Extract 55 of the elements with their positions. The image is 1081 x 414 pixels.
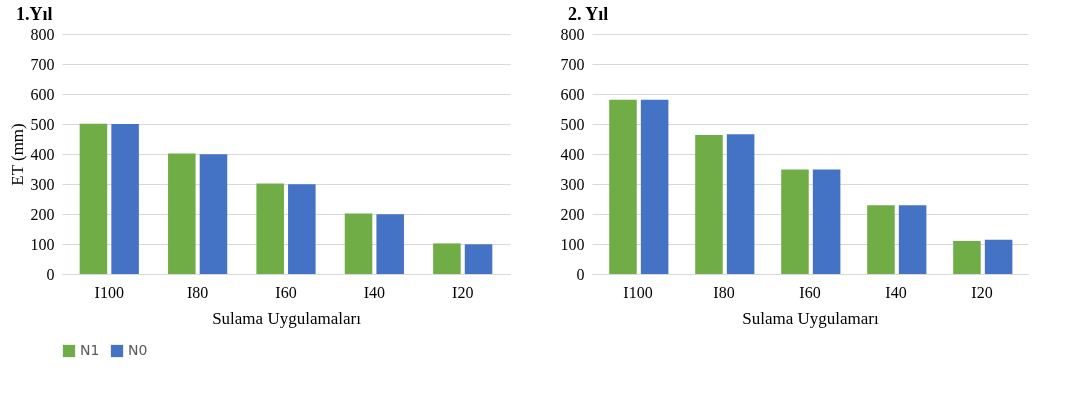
y-tick-label: 400 [30,145,55,163]
x-tick-label: I100 [623,283,653,301]
bar [376,214,404,274]
bar [781,169,809,274]
y-tick-label: 400 [560,145,585,163]
x-tick-label: I40 [885,283,907,301]
y-tick-label: 800 [560,25,585,43]
x-tick-label: I20 [452,283,474,301]
legend-label: N0 [128,342,148,358]
bar [812,169,841,274]
bar [79,123,108,274]
y-tick-label: 200 [30,205,55,223]
bar [288,184,316,274]
bar [168,153,196,274]
bar [640,99,669,274]
bar [867,205,895,274]
bar [695,135,723,274]
y-axis-title: ET (mm) [7,123,27,186]
x-tick-label: I40 [363,283,386,301]
bar [898,205,927,274]
x-axis-title: Sulama Uygulamarı [742,308,879,328]
x-tick-label: I80 [186,283,209,301]
y-tick-label: 300 [560,175,585,193]
bar [256,183,284,274]
y-tick-label: 700 [560,55,585,73]
y-tick-label: 500 [560,115,585,133]
y-tick-label: 500 [30,115,55,133]
x-tick-label: I100 [94,283,124,301]
y-tick-label: 300 [30,175,55,193]
bar [433,243,461,274]
y-tick-label: 600 [560,85,585,103]
x-tick-label: I80 [713,283,735,301]
bar [953,241,981,274]
y-tick-label: 700 [30,55,55,73]
y-tick-label: 0 [576,265,585,283]
x-tick-label: I20 [971,283,993,301]
legend-label: N1 [80,342,100,358]
x-tick-label: I60 [275,283,297,301]
chart-title: 2. Yıl [568,4,609,24]
bar [199,154,228,274]
bar [726,134,755,274]
x-axis-title: Sulama Uygulamaları [212,308,362,328]
y-tick-label: 600 [30,85,55,103]
y-tick-label: 100 [560,235,585,253]
chart-title: 1.Yıl [16,4,53,24]
bar [984,239,1013,274]
y-tick-label: 100 [30,235,55,253]
bar [464,244,493,274]
y-tick-label: 0 [46,265,55,283]
y-tick-label: 800 [30,25,55,43]
y-tick-label: 200 [560,205,585,223]
bar [609,99,637,274]
bar [344,213,373,274]
x-tick-label: I60 [799,283,821,301]
bar [111,124,139,274]
